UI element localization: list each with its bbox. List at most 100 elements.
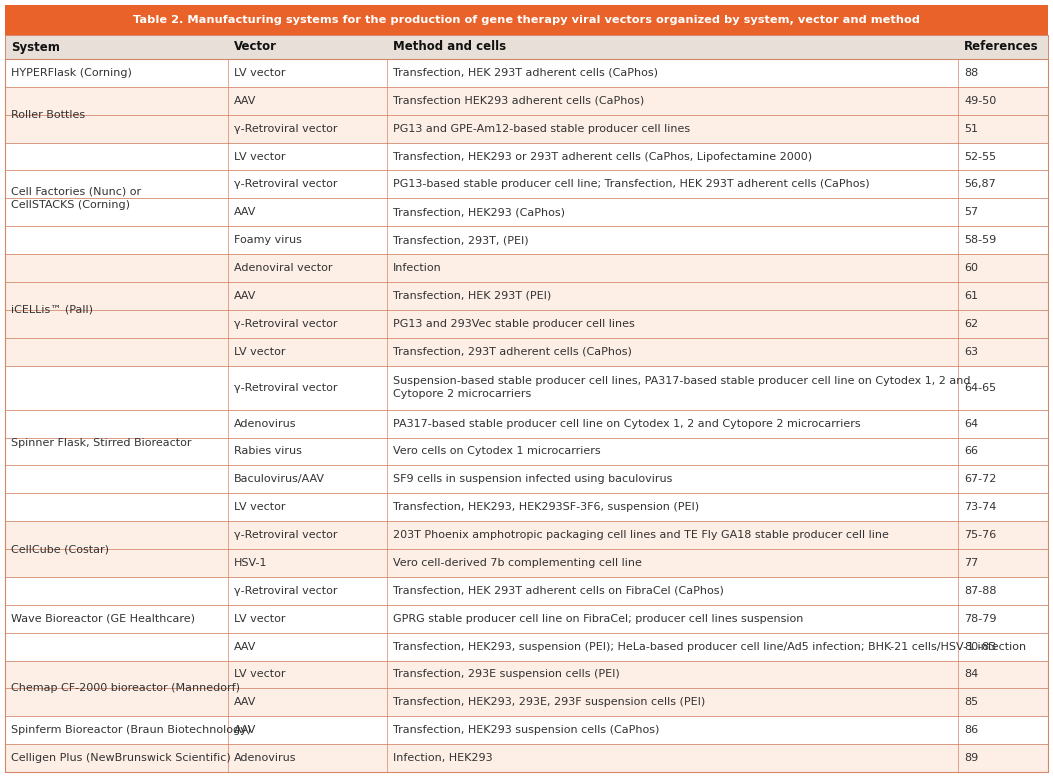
Text: 51: 51 <box>965 124 978 134</box>
Bar <box>5 409 1048 437</box>
Bar <box>5 577 1048 605</box>
Text: Transfection, HEK293, suspension (PEI); HeLa-based producer cell line/Ad5 infect: Transfection, HEK293, suspension (PEI); … <box>393 642 1026 652</box>
Text: LV vector: LV vector <box>234 614 285 624</box>
Text: Vero cells on Cytodex 1 microcarriers: Vero cells on Cytodex 1 microcarriers <box>393 447 600 457</box>
Text: Chemap CF-2000 bioreactor (Mannedorf): Chemap CF-2000 bioreactor (Mannedorf) <box>11 684 240 693</box>
Text: γ-Retroviral vector: γ-Retroviral vector <box>234 586 338 596</box>
Text: Transfection, HEK 293T adherent cells on FibraCel (CaPhos): Transfection, HEK 293T adherent cells on… <box>393 586 723 596</box>
Text: LV vector: LV vector <box>234 670 285 679</box>
Text: Celligen Plus (NewBrunswick Scientific): Celligen Plus (NewBrunswick Scientific) <box>11 753 231 763</box>
Bar <box>5 338 1048 365</box>
Text: Transfection, HEK 293T adherent cells (CaPhos): Transfection, HEK 293T adherent cells (C… <box>393 68 658 78</box>
Bar <box>5 310 1048 338</box>
Text: AAV: AAV <box>234 642 257 652</box>
Bar <box>5 521 1048 549</box>
Bar <box>5 493 1048 521</box>
Text: Roller Bottles: Roller Bottles <box>11 110 85 120</box>
Text: Transfection, 293E suspension cells (PEI): Transfection, 293E suspension cells (PEI… <box>393 670 619 679</box>
Text: HYPERFlask (Corning): HYPERFlask (Corning) <box>11 68 132 78</box>
Text: Infection: Infection <box>393 263 441 273</box>
Text: Spinner Flask, Stirred Bioreactor: Spinner Flask, Stirred Bioreactor <box>11 438 192 448</box>
Bar <box>5 226 1048 254</box>
Text: Baculovirus/AAV: Baculovirus/AAV <box>234 475 325 484</box>
Text: Cell Factories (Nunc) or
CellSTACKS (Corning): Cell Factories (Nunc) or CellSTACKS (Cor… <box>11 186 141 210</box>
Text: Vero cell-derived 7b complementing cell line: Vero cell-derived 7b complementing cell … <box>393 558 641 568</box>
Text: Transfection, HEK293 or 293T adherent cells (CaPhos, Lipofectamine 2000): Transfection, HEK293 or 293T adherent ce… <box>393 152 812 162</box>
Text: 63: 63 <box>965 347 978 357</box>
Text: LV vector: LV vector <box>234 152 285 162</box>
Text: HSV-1: HSV-1 <box>234 558 267 568</box>
Text: 56,87: 56,87 <box>965 179 996 190</box>
Text: 62: 62 <box>965 319 978 329</box>
Text: SF9 cells in suspension infected using baculovirus: SF9 cells in suspension infected using b… <box>393 475 672 484</box>
Text: LV vector: LV vector <box>234 502 285 512</box>
Text: AAV: AAV <box>234 725 257 735</box>
Text: CellCube (Costar): CellCube (Costar) <box>11 544 110 554</box>
Text: Transfection, HEK293 (CaPhos): Transfection, HEK293 (CaPhos) <box>393 207 564 218</box>
Text: GPRG stable producer cell line on FibraCel; producer cell lines suspension: GPRG stable producer cell line on FibraC… <box>393 614 803 624</box>
Text: Transfection, HEK293, 293E, 293F suspension cells (PEI): Transfection, HEK293, 293E, 293F suspens… <box>393 697 706 707</box>
Text: γ-Retroviral vector: γ-Retroviral vector <box>234 382 338 392</box>
Text: 57: 57 <box>965 207 978 218</box>
Text: 67-72: 67-72 <box>965 475 997 484</box>
Text: Adenovirus: Adenovirus <box>234 753 297 763</box>
Bar <box>5 282 1048 310</box>
Text: 77: 77 <box>965 558 978 568</box>
Text: 66: 66 <box>965 447 978 457</box>
Bar <box>5 437 1048 465</box>
Text: LV vector: LV vector <box>234 347 285 357</box>
Bar <box>5 115 1048 143</box>
Text: AAV: AAV <box>234 96 257 106</box>
Bar <box>5 35 1048 59</box>
Text: 58-59: 58-59 <box>965 235 996 246</box>
Bar <box>5 632 1048 660</box>
Text: Table 2. Manufacturing systems for the production of gene therapy viral vectors : Table 2. Manufacturing systems for the p… <box>133 15 920 25</box>
Text: 203T Phoenix amphotropic packaging cell lines and TE Fly GA18 stable producer ce: 203T Phoenix amphotropic packaging cell … <box>393 530 889 540</box>
Text: PG13 and 293Vec stable producer cell lines: PG13 and 293Vec stable producer cell lin… <box>393 319 635 329</box>
Text: iCELLis™ (Pall): iCELLis™ (Pall) <box>11 305 93 315</box>
Text: 60: 60 <box>965 263 978 273</box>
Bar <box>5 365 1048 409</box>
Bar <box>5 87 1048 115</box>
Text: PG13-based stable producer cell line; Transfection, HEK 293T adherent cells (CaP: PG13-based stable producer cell line; Tr… <box>393 179 870 190</box>
Bar <box>5 688 1048 716</box>
Bar <box>5 143 1048 170</box>
Text: 73-74: 73-74 <box>965 502 997 512</box>
Bar <box>5 716 1048 744</box>
Text: 89: 89 <box>965 753 978 763</box>
Text: γ-Retroviral vector: γ-Retroviral vector <box>234 319 338 329</box>
Bar <box>5 549 1048 577</box>
Text: Adenovirus: Adenovirus <box>234 419 297 429</box>
Text: γ-Retroviral vector: γ-Retroviral vector <box>234 179 338 190</box>
Text: PG13 and GPE-Am12-based stable producer cell lines: PG13 and GPE-Am12-based stable producer … <box>393 124 690 134</box>
Text: 87-88: 87-88 <box>965 586 997 596</box>
Bar <box>5 59 1048 87</box>
Bar <box>5 35 1048 59</box>
Text: 88: 88 <box>965 68 978 78</box>
Text: 84: 84 <box>965 670 978 679</box>
Bar <box>5 465 1048 493</box>
Bar <box>5 170 1048 198</box>
Text: PA317-based stable producer cell line on Cytodex 1, 2 and Cytopore 2 microcarrie: PA317-based stable producer cell line on… <box>393 419 860 429</box>
Text: LV vector: LV vector <box>234 68 285 78</box>
Text: Suspension-based stable producer cell lines, PA317-based stable producer cell li: Suspension-based stable producer cell li… <box>393 376 970 399</box>
Text: 52-55: 52-55 <box>965 152 996 162</box>
Bar <box>5 254 1048 282</box>
Bar <box>5 660 1048 688</box>
Bar <box>5 744 1048 772</box>
Text: Infection, HEK293: Infection, HEK293 <box>393 753 493 763</box>
Text: Method and cells: Method and cells <box>393 40 505 54</box>
Text: References: References <box>965 40 1039 54</box>
Text: 49-50: 49-50 <box>965 96 996 106</box>
Text: Foamy virus: Foamy virus <box>234 235 302 246</box>
Text: 61: 61 <box>965 291 978 301</box>
Text: Spinferm Bioreactor (Braun Biotechnology): Spinferm Bioreactor (Braun Biotechnology… <box>11 725 251 735</box>
Bar <box>5 605 1048 632</box>
Text: 64-65: 64-65 <box>965 382 996 392</box>
Text: Transfection, 293T, (PEI): Transfection, 293T, (PEI) <box>393 235 529 246</box>
Text: 75-76: 75-76 <box>965 530 996 540</box>
Text: Transfection, 293T adherent cells (CaPhos): Transfection, 293T adherent cells (CaPho… <box>393 347 632 357</box>
Text: γ-Retroviral vector: γ-Retroviral vector <box>234 530 338 540</box>
Text: 64: 64 <box>965 419 978 429</box>
Text: Rabies virus: Rabies virus <box>234 447 302 457</box>
